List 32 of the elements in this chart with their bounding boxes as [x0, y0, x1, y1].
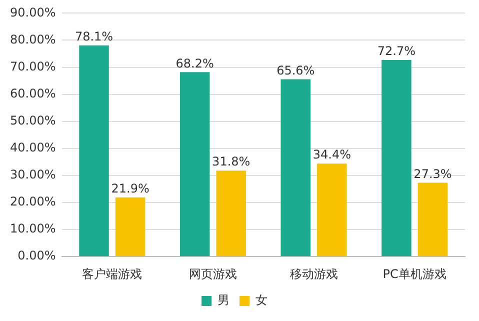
legend-label: 男	[218, 293, 230, 308]
data-label: 65.6%	[276, 63, 315, 78]
y-tick-label: 60.00%	[10, 86, 56, 100]
bar	[115, 197, 146, 256]
data-label: 34.4%	[312, 148, 351, 162]
x-tick-label: PC单机游戏	[382, 266, 446, 281]
y-tick-label: 0.00%	[18, 248, 56, 263]
y-tick-label: 70.00%	[10, 59, 56, 74]
data-label: 68.2%	[176, 56, 214, 70]
bar	[216, 170, 246, 256]
y-tick-label: 10.00%	[10, 222, 56, 236]
x-tick-label: 移动游戏	[290, 266, 338, 281]
bar	[418, 182, 448, 256]
legend-label: 女	[256, 293, 268, 308]
y-tick-label: 50.00%	[10, 114, 56, 128]
data-label: 72.7%	[377, 44, 416, 58]
y-tick-label: 40.00%	[10, 140, 56, 155]
data-label: 31.8%	[212, 154, 250, 169]
x-tick-label: 网页游戏	[188, 266, 237, 281]
bar	[382, 60, 412, 256]
data-label: 21.9%	[111, 182, 150, 196]
data-label: 27.3%	[414, 166, 452, 181]
y-tick-label: 20.00%	[10, 194, 56, 209]
x-tick-label: 客户端游戏	[82, 266, 142, 281]
bar	[180, 72, 210, 256]
y-tick-label: 90.00%	[10, 5, 56, 20]
data-label: 78.1%	[74, 30, 114, 44]
bar	[79, 45, 109, 256]
y-tick-label: 30.00%	[10, 168, 56, 182]
bar	[280, 79, 311, 256]
y-tick-label: 80.00%	[10, 32, 56, 46]
bar	[317, 164, 347, 256]
